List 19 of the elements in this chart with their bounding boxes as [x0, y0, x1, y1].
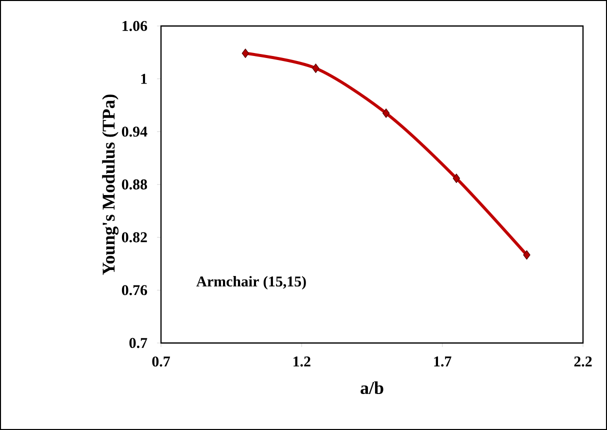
y-tick-label: 0.7: [129, 338, 148, 348]
y-tick-label: 0.82: [122, 232, 147, 242]
point: [242, 48, 249, 58]
y-tick-label: 0.94: [122, 126, 148, 137]
x-axis-title: a/b: [360, 381, 384, 394]
x-tick-label: 2.2: [574, 356, 592, 367]
x-tick-label: 1.2: [294, 356, 310, 367]
y-tick-label: 0.88: [122, 179, 148, 190]
y-tick-label: 1.06: [122, 20, 148, 32]
point: [452, 174, 460, 184]
x-tick-label: 0.7: [152, 356, 170, 367]
point: [382, 108, 390, 118]
y-tick-label: 0.76: [122, 285, 148, 296]
y-axis-title: Young's Modulus (TPa): [102, 94, 119, 275]
annotation: Armchair (15,15): [196, 276, 306, 290]
y-tick-label: 1: [141, 74, 147, 84]
point: [523, 250, 530, 260]
x-tick-label: 1.7: [434, 356, 452, 367]
point: [312, 64, 320, 73]
